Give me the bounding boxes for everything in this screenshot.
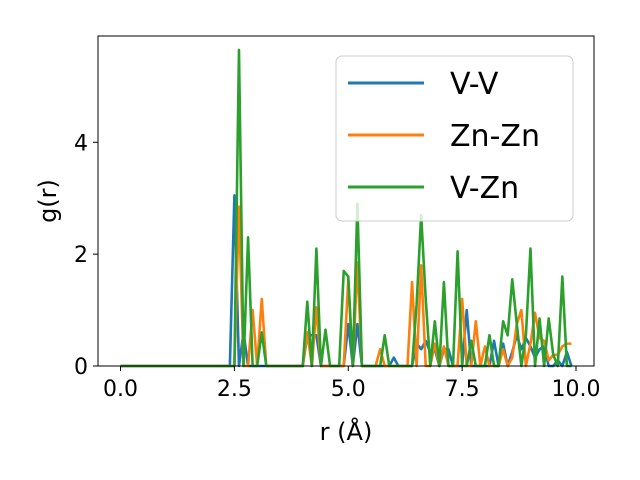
axes-frame <box>97 35 595 367</box>
y-tick-label: 4 <box>74 131 88 156</box>
ticks-layer: 0.0 2.5 5.0 7.5 10.0 0 2 4 <box>74 131 601 402</box>
legend-box <box>335 55 574 222</box>
series-line-1 <box>120 205 572 368</box>
y-tick-label: 2 <box>74 243 88 268</box>
legend-label-2: V-Zn <box>450 171 519 206</box>
x-tick-label: 2.5 <box>217 377 252 402</box>
x-tick-label: 5.0 <box>331 377 366 402</box>
legend-label-1: Zn-Zn <box>450 119 540 154</box>
x-tick-label: 0.0 <box>103 377 138 402</box>
y-tick-label: 0 <box>74 355 88 380</box>
x-axis-label: r (Å) <box>320 417 373 446</box>
y-axis-label: g(r) <box>34 179 62 223</box>
x-tick-label: 10.0 <box>552 377 601 402</box>
legend: V-V Zn-Zn V-Zn <box>335 55 574 222</box>
legend-label-0: V-V <box>450 67 499 102</box>
x-tick-label: 7.5 <box>445 377 480 402</box>
